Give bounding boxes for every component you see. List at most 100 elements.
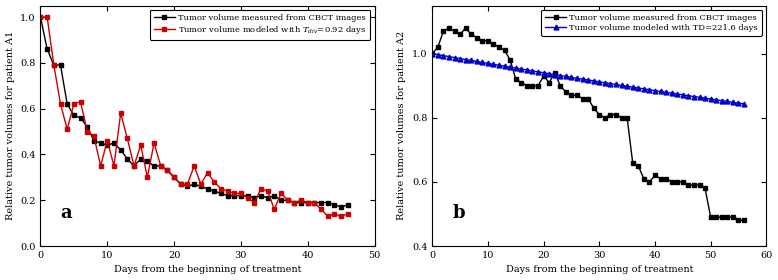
Tumor volume measured from CBCT images (256, 194, 265, 197)
Tumor volume measured from CBCT images (76, 116, 86, 120)
Tumor volume measured from CBCT images (56, 64, 65, 67)
Tumor volume measured from CBCT images (82, 125, 92, 129)
Tumor volume modeled with $T_{div}$=0.92 days (156, 164, 166, 167)
Tumor volume modeled with $T_{div}$=0.92 days (129, 164, 138, 167)
Tumor volume measured from CBCT images (123, 157, 132, 161)
Tumor volume measured from CBCT images (263, 196, 272, 200)
Tumor volume modeled with $T_{div}$=0.92 days (56, 102, 65, 106)
Tumor volume modeled with $T_{div}$=0.92 days (256, 187, 265, 190)
Tumor volume modeled with $T_{div}$=0.92 days (323, 214, 332, 218)
Tumor volume modeled with TD=221.6 days (640, 87, 649, 90)
Tumor volume measured from CBCT images (444, 26, 454, 30)
Tumor volume measured from CBCT images (323, 201, 332, 204)
Tumor volume modeled with $T_{div}$=0.92 days (237, 192, 246, 195)
Tumor volume measured from CBCT images (136, 157, 145, 161)
Tumor volume measured from CBCT images (116, 148, 125, 151)
Tumor volume measured from CBCT images (203, 187, 212, 190)
Tumor volume measured from CBCT images (567, 94, 576, 97)
Tumor volume modeled with $T_{div}$=0.92 days (136, 144, 145, 147)
Tumor volume measured from CBCT images (650, 174, 660, 177)
Tumor volume modeled with $T_{div}$=0.92 days (116, 111, 125, 115)
Tumor volume modeled with $T_{div}$=0.92 days (96, 164, 105, 167)
Tumor volume modeled with $T_{div}$=0.92 days (243, 196, 252, 200)
Tumor volume modeled with $T_{div}$=0.92 days (190, 164, 199, 167)
Tumor volume measured from CBCT images (336, 206, 345, 209)
Tumor volume measured from CBCT images (43, 47, 52, 51)
Y-axis label: Relative tumor volumes for patient A2: Relative tumor volumes for patient A2 (398, 31, 406, 220)
Tumor volume modeled with $T_{div}$=0.92 days (149, 141, 159, 145)
Tumor volume measured from CBCT images (450, 29, 459, 33)
Tumor volume measured from CBCT images (317, 201, 326, 204)
Tumor volume modeled with $T_{div}$=0.92 days (43, 15, 52, 19)
Tumor volume measured from CBCT images (142, 160, 152, 163)
Tumor volume modeled with $T_{div}$=0.92 days (263, 189, 272, 193)
Tumor volume modeled with $T_{div}$=0.92 days (203, 171, 212, 174)
Tumor volume measured from CBCT images (209, 189, 219, 193)
Tumor volume measured from CBCT images (439, 29, 448, 33)
Tumor volume modeled with $T_{div}$=0.92 days (310, 201, 319, 204)
Tumor volume modeled with $T_{div}$=0.92 days (163, 169, 172, 172)
X-axis label: Days from the beginning of treatment: Days from the beginning of treatment (114, 265, 301, 274)
Tumor volume modeled with TD=221.6 days (439, 54, 448, 57)
Line: Tumor volume modeled with $T_{div}$=0.92 days: Tumor volume modeled with $T_{div}$=0.92… (38, 15, 350, 218)
Tumor volume modeled with TD=221.6 days (561, 75, 570, 78)
Tumor volume modeled with $T_{div}$=0.92 days (283, 199, 293, 202)
Tumor volume modeled with $T_{div}$=0.92 days (36, 15, 45, 19)
Tumor volume modeled with TD=221.6 days (428, 52, 437, 55)
Tumor volume modeled with $T_{div}$=0.92 days (170, 176, 179, 179)
Tumor volume measured from CBCT images (223, 194, 232, 197)
Tumor volume modeled with $T_{div}$=0.92 days (62, 128, 72, 131)
Tumor volume modeled with $T_{div}$=0.92 days (176, 183, 185, 186)
Legend: Tumor volume measured from CBCT images, Tumor volume modeled with TD=221.6 days: Tumor volume measured from CBCT images, … (541, 10, 762, 36)
Tumor volume modeled with $T_{div}$=0.92 days (82, 130, 92, 133)
Tumor volume modeled with $T_{div}$=0.92 days (109, 164, 118, 167)
Tumor volume modeled with $T_{div}$=0.92 days (223, 189, 232, 193)
Tumor volume measured from CBCT images (190, 183, 199, 186)
Tumor volume modeled with $T_{div}$=0.92 days (209, 180, 219, 184)
Tumor volume measured from CBCT images (243, 194, 252, 197)
Tumor volume modeled with TD=221.6 days (645, 88, 654, 91)
Tumor volume modeled with $T_{div}$=0.92 days (103, 139, 112, 142)
Tumor volume measured from CBCT images (89, 139, 99, 142)
Tumor volume modeled with $T_{div}$=0.92 days (142, 176, 152, 179)
Tumor volume modeled with $T_{div}$=0.92 days (69, 102, 79, 106)
Tumor volume measured from CBCT images (156, 164, 166, 167)
Tumor volume modeled with TD=221.6 days (444, 55, 454, 58)
Tumor volume measured from CBCT images (276, 199, 286, 202)
Tumor volume modeled with $T_{div}$=0.92 days (183, 183, 192, 186)
Tumor volume measured from CBCT images (163, 169, 172, 172)
Text: a: a (61, 204, 72, 222)
Tumor volume measured from CBCT images (645, 180, 654, 184)
Tumor volume measured from CBCT images (428, 52, 437, 55)
Line: Tumor volume measured from CBCT images: Tumor volume measured from CBCT images (430, 26, 746, 223)
Tumor volume modeled with $T_{div}$=0.92 days (330, 212, 339, 216)
Tumor volume measured from CBCT images (270, 194, 279, 197)
Tumor volume measured from CBCT images (289, 201, 299, 204)
Tumor volume measured from CBCT images (283, 199, 293, 202)
Tumor volume modeled with $T_{div}$=0.92 days (303, 201, 313, 204)
Tumor volume modeled with $T_{div}$=0.92 days (216, 187, 226, 190)
Tumor volume modeled with $T_{div}$=0.92 days (49, 64, 58, 67)
Tumor volume modeled with TD=221.6 days (739, 102, 748, 106)
Legend: Tumor volume measured from CBCT images, Tumor volume modeled with $T_{div}$=0.92: Tumor volume measured from CBCT images, … (149, 10, 370, 40)
Tumor volume modeled with $T_{div}$=0.92 days (296, 199, 306, 202)
Tumor volume measured from CBCT images (103, 144, 112, 147)
Tumor volume measured from CBCT images (49, 64, 58, 67)
Tumor volume modeled with $T_{div}$=0.92 days (123, 137, 132, 140)
Tumor volume measured from CBCT images (296, 201, 306, 204)
Tumor volume measured from CBCT images (330, 203, 339, 206)
Tumor volume measured from CBCT images (109, 141, 118, 145)
Tumor volume measured from CBCT images (149, 164, 159, 167)
Line: Tumor volume measured from CBCT images: Tumor volume measured from CBCT images (38, 15, 350, 209)
Tumor volume measured from CBCT images (69, 114, 79, 117)
Tumor volume modeled with $T_{div}$=0.92 days (336, 214, 345, 218)
Tumor volume modeled with $T_{div}$=0.92 days (276, 192, 286, 195)
Tumor volume measured from CBCT images (343, 203, 352, 206)
Tumor volume modeled with $T_{div}$=0.92 days (196, 183, 205, 186)
Line: Tumor volume modeled with TD=221.6 days: Tumor volume modeled with TD=221.6 days (429, 51, 746, 106)
Tumor volume measured from CBCT images (310, 201, 319, 204)
Tumor volume measured from CBCT images (517, 81, 526, 84)
Tumor volume measured from CBCT images (216, 192, 226, 195)
Tumor volume measured from CBCT images (303, 201, 313, 204)
Tumor volume measured from CBCT images (250, 196, 259, 200)
